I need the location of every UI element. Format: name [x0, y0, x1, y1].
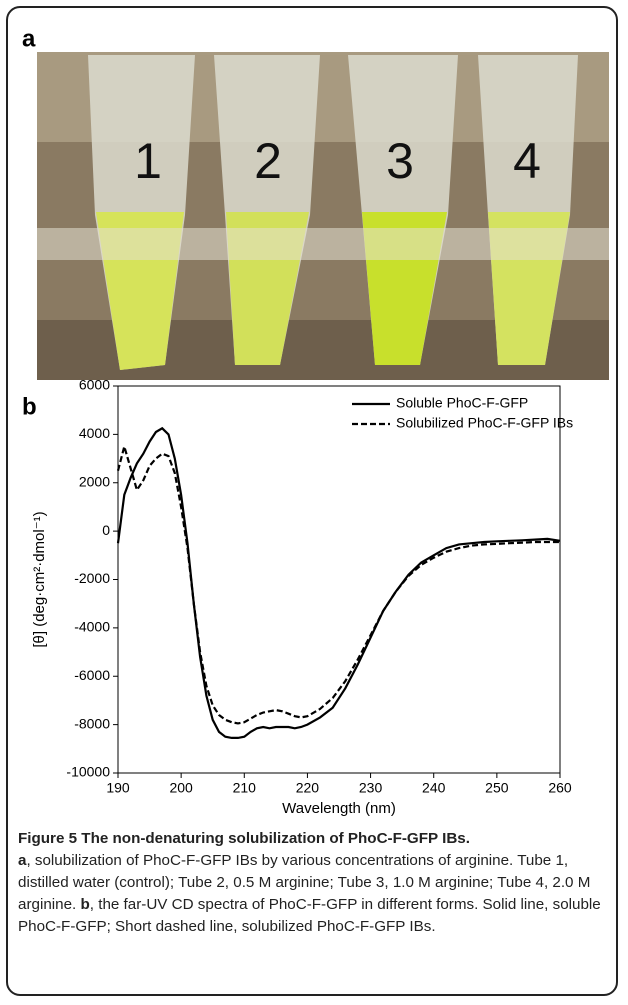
data-line — [116, 442, 560, 725]
y-tick-label: -10000 — [66, 764, 110, 780]
y-tick-label: 0 — [102, 522, 110, 538]
caption-title: Figure 5 The non-denaturing solubilizati… — [18, 830, 470, 847]
caption: Figure 5 The non-denaturing solubilizati… — [18, 828, 612, 938]
caption-text: , the far-UV CD spectra of PhoC-F-GFP in… — [18, 896, 601, 935]
x-axis-label: Wavelength (nm) — [282, 800, 396, 817]
y-tick-label: -6000 — [74, 667, 110, 683]
data-line — [116, 426, 561, 739]
x-tick-label: 200 — [169, 780, 193, 796]
panel-label: b — [22, 393, 37, 420]
legend-label: Soluble PhoC-F-GFP — [396, 395, 528, 411]
x-tick-label: 240 — [422, 780, 446, 796]
x-tick-label: 260 — [548, 780, 572, 796]
y-tick-label: -8000 — [74, 715, 110, 731]
panel-label: a — [22, 25, 36, 52]
legend-label: Solubilized PhoC-F-GFP IBs — [396, 415, 573, 431]
x-tick-label: 220 — [296, 780, 320, 796]
photo: 1 2 3 4 — [37, 52, 609, 380]
tube-label: 1 — [134, 133, 162, 189]
figure: a 1 2 3 4 b -10000 -8000 -6000 -4000 -2000 0 2… — [22, 25, 609, 817]
tube-label: 2 — [254, 133, 282, 189]
y-tick-label: -4000 — [74, 619, 110, 635]
x-tick-label: 190 — [106, 780, 130, 796]
y-tick-label: 6000 — [79, 377, 110, 393]
caption-label: b — [80, 896, 90, 913]
x-tick-label: 250 — [485, 780, 509, 796]
y-tick-label: 4000 — [79, 425, 110, 441]
plot-frame — [117, 385, 561, 774]
y-axis-label: [θ] (deg·cm²·dmol⁻¹) — [31, 511, 48, 647]
tube-label: 4 — [513, 133, 541, 189]
x-tick-label: 230 — [359, 780, 383, 796]
y-tick-label: 2000 — [79, 473, 110, 489]
caption-text: , solubilization of PhoC-F-GFP IBs by va… — [18, 852, 591, 913]
figure-frame — [6, 6, 618, 996]
x-tick-label: 210 — [233, 780, 257, 796]
caption-label: a — [18, 852, 27, 869]
tube-label: 3 — [386, 133, 414, 189]
y-tick-label: -2000 — [74, 570, 110, 586]
